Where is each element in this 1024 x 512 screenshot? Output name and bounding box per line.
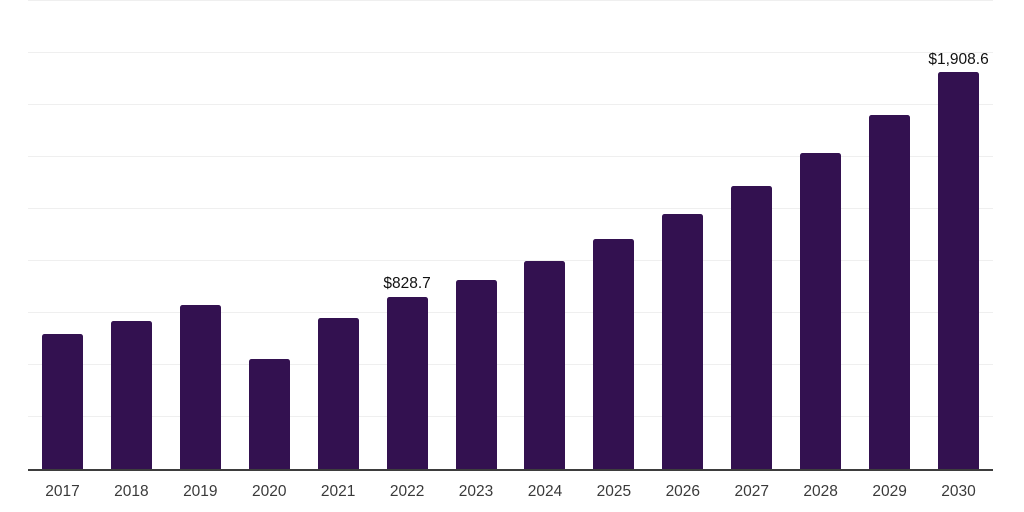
gridline	[28, 52, 993, 53]
plot-area: $828.7 $1,908.6	[28, 0, 993, 471]
x-tick-2026: 2026	[665, 483, 701, 500]
x-tick-2027: 2027	[734, 483, 769, 500]
x-tick-2023: 2023	[458, 483, 494, 500]
x-tick-2025: 2025	[596, 483, 632, 500]
bar-2028[interactable]	[800, 152, 842, 469]
data-label-2022: $828.7	[383, 275, 431, 293]
bar-2023[interactable]	[455, 279, 497, 469]
x-tick-2029: 2029	[872, 483, 907, 500]
bar-2022[interactable]	[386, 296, 428, 469]
bar-2021[interactable]	[317, 318, 359, 469]
gridline	[28, 208, 993, 209]
bar-2020[interactable]	[248, 358, 290, 469]
x-tick-2022: 2022	[389, 483, 425, 500]
x-tick-2018: 2018	[114, 483, 149, 500]
x-tick-2021: 2021	[320, 483, 356, 500]
x-tick-2020: 2020	[252, 483, 287, 500]
bar-2017[interactable]	[41, 333, 83, 469]
bar-2027[interactable]	[731, 186, 773, 469]
bar-2025[interactable]	[593, 239, 635, 469]
gridline	[28, 0, 993, 1]
bar-2024[interactable]	[524, 261, 566, 469]
gridline	[28, 156, 993, 157]
x-tick-2030: 2030	[941, 483, 976, 500]
x-tick-2017: 2017	[45, 483, 80, 500]
bar-2018[interactable]	[110, 321, 152, 469]
bar-2029[interactable]	[869, 115, 911, 469]
x-tick-2028: 2028	[803, 483, 838, 500]
bar-2019[interactable]	[179, 304, 221, 469]
x-axis-labels: 2017 2018 2019 2020 2021 2022 2023 2024 2025 2026…	[28, 482, 993, 502]
gridline	[28, 312, 993, 313]
x-tick-2019: 2019	[183, 483, 218, 500]
bar-2030[interactable]	[938, 72, 980, 469]
data-label-2030: $1,908.6	[928, 50, 989, 68]
bar-2026[interactable]	[662, 214, 704, 469]
gridline	[28, 104, 993, 105]
gridline	[28, 260, 993, 261]
gridline	[28, 416, 993, 417]
x-tick-2024: 2024	[527, 483, 563, 500]
gridline	[28, 364, 993, 365]
